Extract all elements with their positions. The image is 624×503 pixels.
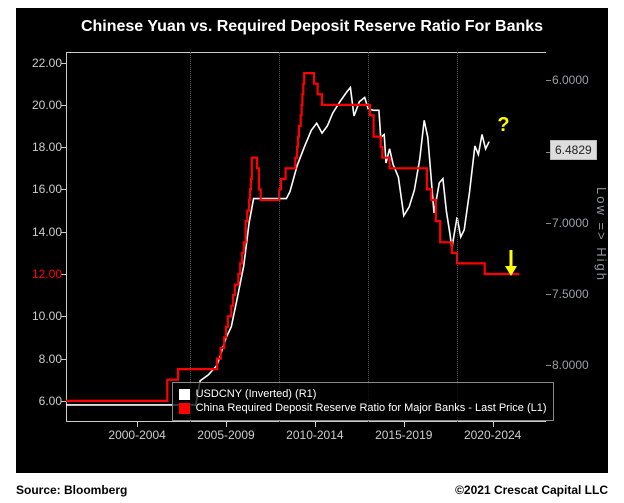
legend-item: USDCNY (Inverted) (R1) — [179, 387, 547, 401]
left-axis-tick: 16.00 — [22, 182, 62, 196]
chart-container: Chinese Yuan vs. Required Deposit Reserv… — [0, 0, 624, 503]
series-usdcny — [66, 88, 489, 405]
left-axis-tick: 10.00 — [22, 309, 62, 323]
vertical-gridline — [190, 52, 191, 422]
right-axis-tick: 6.0000 — [552, 73, 602, 87]
left-axis-tick: 8.00 — [22, 352, 62, 366]
legend-swatch — [179, 403, 190, 414]
left-axis-tick: 18.00 — [22, 140, 62, 154]
down-arrow-annotation — [504, 250, 518, 283]
right-axis-tick: 7.5000 — [552, 287, 602, 301]
vertical-gridline — [279, 52, 280, 422]
left-axis-tick: 14.00 — [22, 225, 62, 239]
legend-label: USDCNY (Inverted) (R1) — [196, 387, 317, 401]
chart-title: Chinese Yuan vs. Required Deposit Reserv… — [16, 18, 608, 36]
footer-source: Source: Bloomberg — [16, 483, 127, 497]
right-axis-tick: 7.0000 — [552, 216, 602, 230]
right-axis-current-value: 6.4829 — [550, 140, 597, 160]
chart-frame: Chinese Yuan vs. Required Deposit Reserv… — [16, 8, 608, 473]
legend-label: China Required Deposit Reserve Ratio for… — [196, 401, 547, 415]
vertical-gridline — [457, 52, 458, 422]
legend: USDCNY (Inverted) (R1)China Required Dep… — [172, 382, 554, 421]
series-rrr — [66, 73, 519, 401]
plot-svg — [66, 52, 546, 422]
x-axis-tick: 2015-2019 — [375, 428, 432, 442]
left-axis-tick: 12.00 — [22, 267, 62, 281]
x-axis-tick: 2000-2004 — [108, 428, 165, 442]
x-axis-tick: 2020-2024 — [464, 428, 521, 442]
x-axis-tick: 2010-2014 — [286, 428, 343, 442]
legend-item: China Required Deposit Reserve Ratio for… — [179, 401, 547, 415]
question-mark-annotation: ? — [497, 114, 509, 137]
right-axis-label: Low => High — [594, 187, 609, 282]
vertical-gridline — [368, 52, 369, 422]
plot-area — [66, 52, 546, 422]
left-axis-tick: 22.00 — [22, 56, 62, 70]
footer-copyright: ©2021 Crescat Capital LLC — [455, 483, 608, 497]
left-axis-tick: 6.00 — [22, 394, 62, 408]
left-axis-tick: 20.00 — [22, 98, 62, 112]
right-axis-tick: 8.0000 — [552, 358, 602, 372]
legend-swatch — [179, 389, 190, 400]
x-axis-tick: 2005-2009 — [197, 428, 254, 442]
